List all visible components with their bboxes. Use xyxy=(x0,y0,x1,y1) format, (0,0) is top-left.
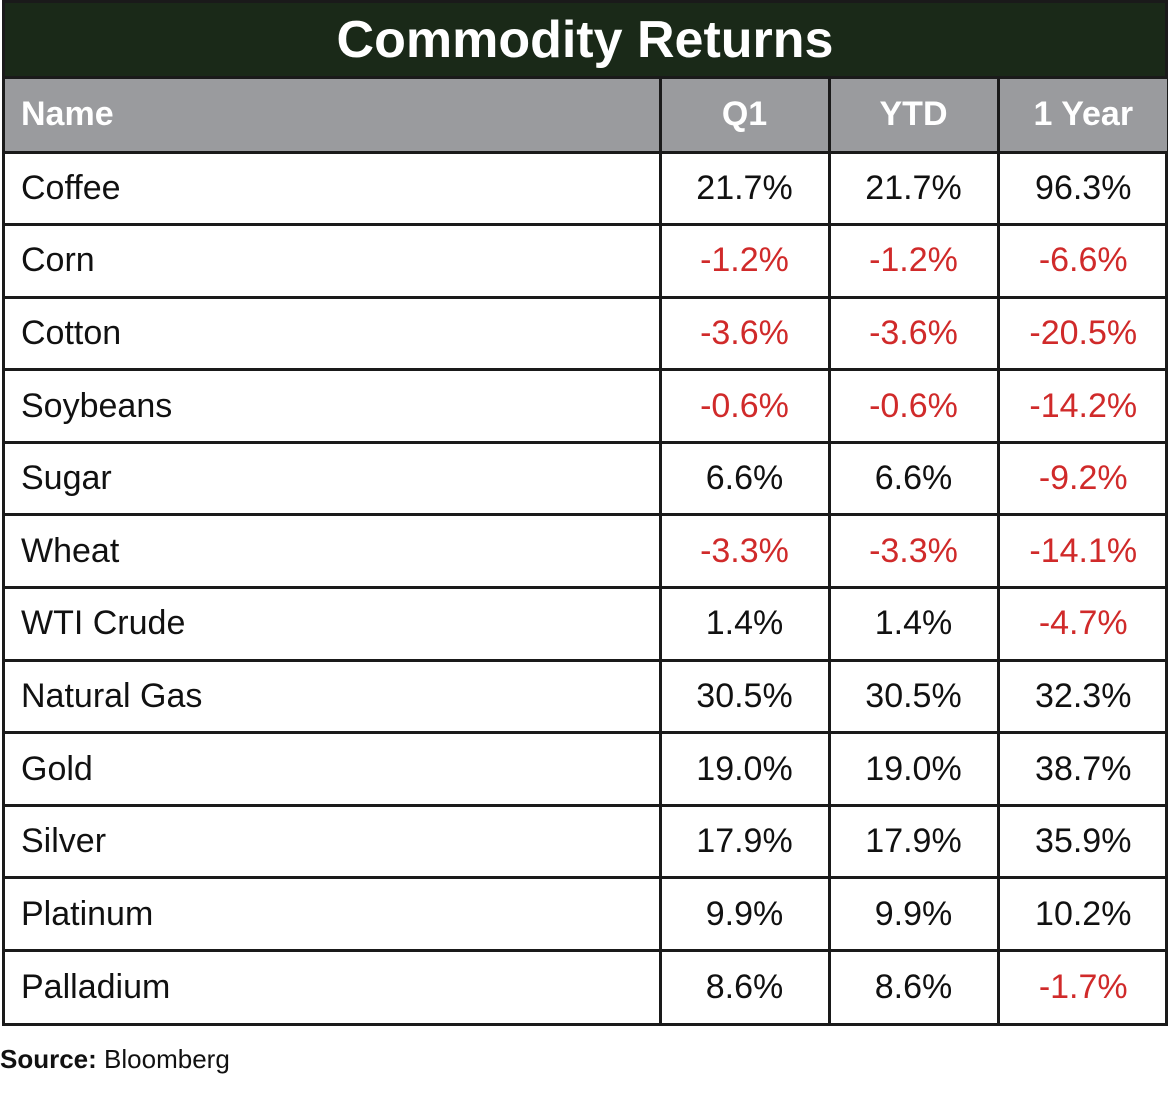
return-cell-1-year: 35.9% xyxy=(996,803,1167,880)
table-row: Wheat -3.3% -3.3% -14.1% xyxy=(5,513,1167,590)
commodity-name-cell: Gold xyxy=(5,731,662,807)
source-note: Source: Bloomberg xyxy=(0,1044,230,1075)
commodity-name-cell: Palladium xyxy=(5,949,662,1024)
return-cell-q1: -3.3% xyxy=(658,513,831,590)
return-cell-ytd: 21.7% xyxy=(827,150,1000,227)
return-cell-1-year: -6.6% xyxy=(996,223,1167,299)
returns-grid: Name Q1 YTD 1 Year Coffee 21.7% 21.7% 96.3%… xyxy=(5,79,1167,1024)
source-text: Bloomberg xyxy=(104,1044,230,1074)
table-row: WTI Crude 1.4% 1.4% -4.7% xyxy=(5,586,1167,662)
commodity-name-cell: Sugar xyxy=(5,440,662,517)
column-header-name: Name xyxy=(5,79,662,154)
return-cell-1-year: 10.2% xyxy=(996,876,1167,953)
return-cell-ytd: -3.6% xyxy=(827,295,1000,372)
table-row: Soybeans -0.6% -0.6% -14.2% xyxy=(5,368,1167,444)
commodity-name-cell: Platinum xyxy=(5,876,662,953)
return-cell-ytd: 6.6% xyxy=(827,440,1000,517)
return-cell-1-year: -14.1% xyxy=(996,513,1167,590)
return-cell-q1: -3.6% xyxy=(658,295,831,372)
return-cell-ytd: 17.9% xyxy=(827,803,1000,880)
table-row: Cotton -3.6% -3.6% -20.5% xyxy=(5,295,1167,372)
return-cell-q1: 21.7% xyxy=(658,150,831,227)
return-cell-q1: 8.6% xyxy=(658,949,831,1024)
table-title: Commodity Returns xyxy=(5,3,1165,79)
return-cell-1-year: -4.7% xyxy=(996,586,1167,662)
column-header-ytd: YTD xyxy=(827,79,1000,154)
return-cell-ytd: 8.6% xyxy=(827,949,1000,1024)
return-cell-q1: -1.2% xyxy=(658,223,831,299)
table-row: Coffee 21.7% 21.7% 96.3% xyxy=(5,150,1167,227)
return-cell-q1: 9.9% xyxy=(658,876,831,953)
commodity-returns-table: Commodity Returns Name Q1 YTD 1 Year Cof… xyxy=(2,0,1168,1027)
commodity-name-cell: Coffee xyxy=(5,150,662,227)
return-cell-ytd: 30.5% xyxy=(827,658,1000,735)
table-row: Sugar 6.6% 6.6% -9.2% xyxy=(5,440,1167,517)
table-row: Platinum 9.9% 9.9% 10.2% xyxy=(5,876,1167,953)
commodity-name-cell: WTI Crude xyxy=(5,586,662,662)
table-body: Coffee 21.7% 21.7% 96.3% Corn -1.2% -1.2% -6.6%… xyxy=(5,150,1167,1024)
return-cell-ytd: -3.3% xyxy=(827,513,1000,590)
commodity-name-cell: Silver xyxy=(5,803,662,880)
return-cell-1-year: -20.5% xyxy=(996,295,1167,372)
commodity-name-cell: Corn xyxy=(5,223,662,299)
return-cell-q1: 17.9% xyxy=(658,803,831,880)
return-cell-1-year: -1.7% xyxy=(996,949,1167,1024)
return-cell-1-year: 32.3% xyxy=(996,658,1167,735)
return-cell-1-year: 38.7% xyxy=(996,731,1167,807)
return-cell-q1: 1.4% xyxy=(658,586,831,662)
table-row: Corn -1.2% -1.2% -6.6% xyxy=(5,223,1167,299)
return-cell-q1: 30.5% xyxy=(658,658,831,735)
header-row: Name Q1 YTD 1 Year xyxy=(5,79,1167,154)
table-row: Natural Gas 30.5% 30.5% 32.3% xyxy=(5,658,1167,735)
return-cell-ytd: 9.9% xyxy=(827,876,1000,953)
return-cell-q1: 19.0% xyxy=(658,731,831,807)
commodity-name-cell: Soybeans xyxy=(5,368,662,444)
commodity-name-cell: Cotton xyxy=(5,295,662,372)
return-cell-q1: 6.6% xyxy=(658,440,831,517)
commodity-name-cell: Natural Gas xyxy=(5,658,662,735)
return-cell-1-year: -9.2% xyxy=(996,440,1167,517)
table-row: Palladium 8.6% 8.6% -1.7% xyxy=(5,949,1167,1024)
return-cell-1-year: 96.3% xyxy=(996,150,1167,227)
return-cell-1-year: -14.2% xyxy=(996,368,1167,444)
table-row: Gold 19.0% 19.0% 38.7% xyxy=(5,731,1167,807)
return-cell-ytd: -1.2% xyxy=(827,223,1000,299)
return-cell-ytd: 19.0% xyxy=(827,731,1000,807)
table-row: Silver 17.9% 17.9% 35.9% xyxy=(5,803,1167,880)
commodity-name-cell: Wheat xyxy=(5,513,662,590)
source-label: Source: xyxy=(0,1044,97,1074)
return-cell-q1: -0.6% xyxy=(658,368,831,444)
column-header-q1: Q1 xyxy=(658,79,831,154)
return-cell-ytd: 1.4% xyxy=(827,586,1000,662)
return-cell-ytd: -0.6% xyxy=(827,368,1000,444)
column-header-1-year: 1 Year xyxy=(996,79,1167,154)
